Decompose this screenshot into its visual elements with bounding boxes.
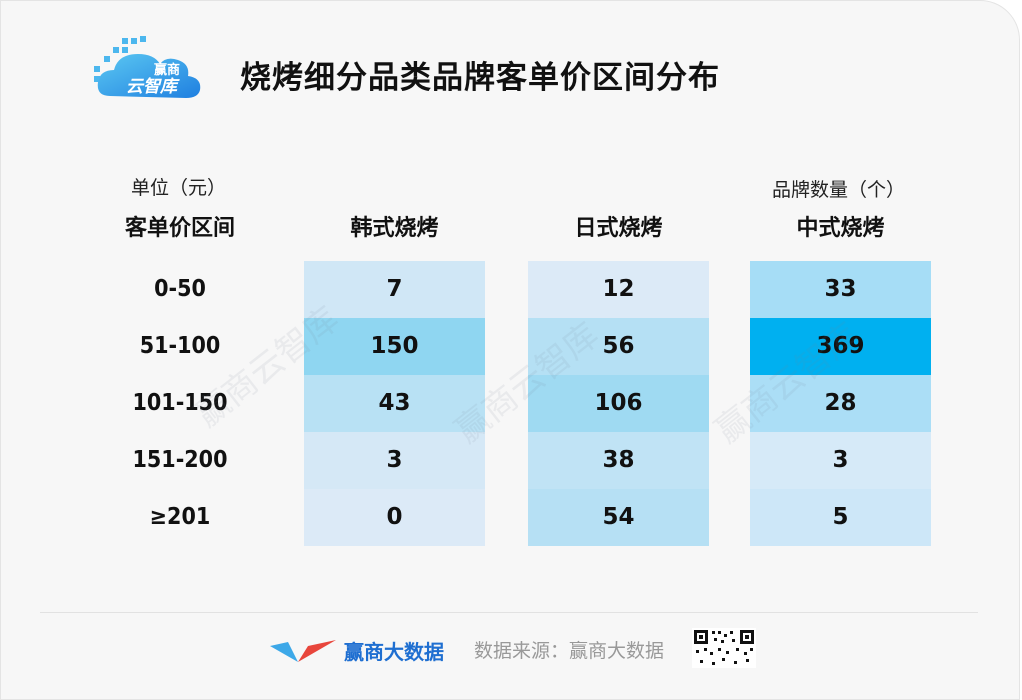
heatmap-cell: 54	[528, 489, 709, 546]
logo-text-bottom: 云智库	[126, 77, 180, 97]
cloud-logo-icon: 赢商 云智库	[94, 36, 201, 98]
page-title: 烧烤细分品类品牌客单价区间分布	[240, 60, 720, 96]
row-label: ≥201	[149, 504, 211, 530]
heatmap-cell: 0	[304, 489, 485, 546]
unit-label-price: 单位（元）	[131, 177, 227, 199]
heatmap-cell: 3	[304, 432, 485, 489]
heatmap-cell: 12	[528, 261, 709, 318]
heatmap-cell: 43	[304, 375, 485, 432]
unit-label-count: 品牌数量（个）	[772, 179, 906, 201]
heatmap-cell: 28	[750, 375, 931, 432]
heatmap-cell: 3	[750, 432, 931, 489]
row-label: 51-100	[139, 333, 221, 359]
heatmap-cell: 150	[304, 318, 485, 375]
footer-divider	[40, 612, 978, 613]
heatmap-cell: 56	[528, 318, 709, 375]
row-label: 0-50	[154, 276, 206, 302]
heatmap-cell: 106	[528, 375, 709, 432]
heatmap-cell: 5	[750, 489, 931, 546]
footer-brand: 赢商大数据	[344, 640, 444, 664]
heatmap-cell: 7	[304, 261, 485, 318]
heatmap-cell: 33	[750, 261, 931, 318]
row-header-label: 客单价区间	[124, 216, 235, 241]
row-label: 151-200	[132, 447, 228, 473]
column-header-korean: 韩式烧烤	[350, 216, 439, 241]
column-header-japanese: 日式烧烤	[574, 216, 663, 241]
brand-logo-icon	[270, 640, 336, 662]
heatmap-cell: 369	[750, 318, 931, 375]
heatmap-cell: 38	[528, 432, 709, 489]
data-source: 数据来源：赢商大数据	[474, 640, 665, 662]
row-label: 101-150	[132, 390, 228, 416]
qr-code-icon	[692, 628, 756, 668]
logo-text-top: 赢商	[154, 62, 180, 78]
column-header-chinese: 中式烧烤	[796, 216, 885, 241]
